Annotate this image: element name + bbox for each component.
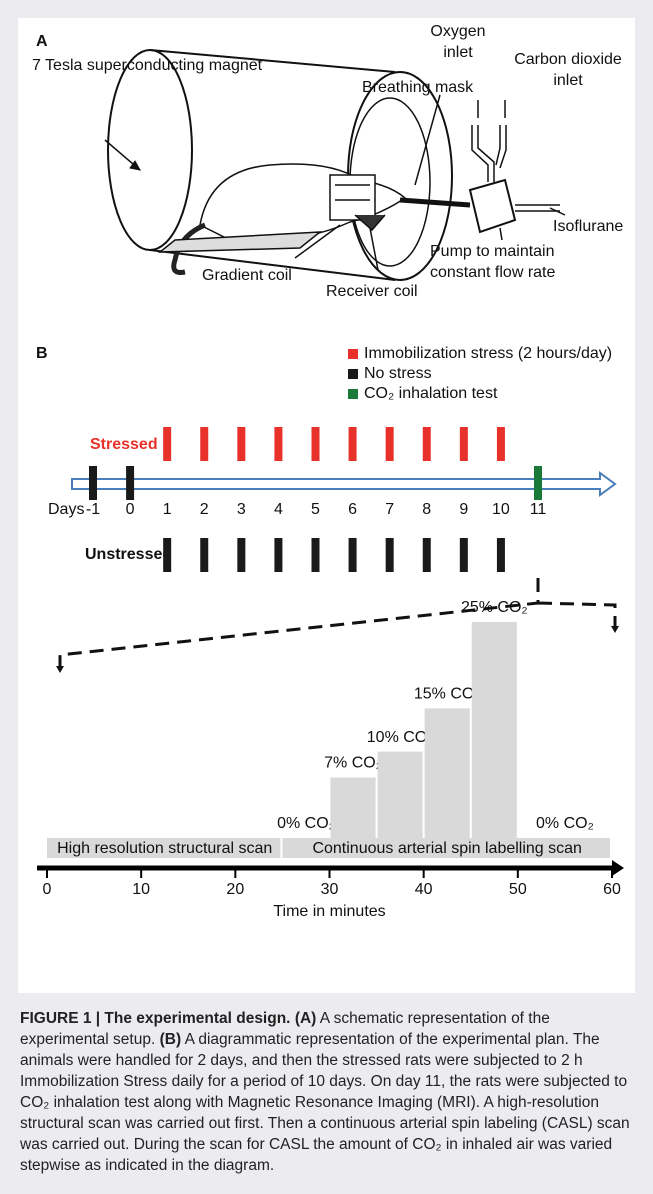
rat-drawing <box>157 163 407 275</box>
day-label: -1 <box>86 501 100 518</box>
legend-label: CO₂ inhalation test <box>364 385 498 402</box>
co2-label: 10% CO₂ <box>367 729 434 746</box>
annotation: Isoflurane <box>553 218 623 235</box>
no-stress-marker <box>274 538 283 572</box>
caption: FIGURE 1 | The experimental design. (A) … <box>20 1008 633 1176</box>
zoom-lines <box>58 578 617 670</box>
day-marker <box>89 466 97 500</box>
annotation: Oxygen <box>430 23 485 40</box>
stress-marker <box>163 427 172 461</box>
x-tick-label: 20 <box>226 881 244 898</box>
scan-label: High resolution structural scan <box>57 840 272 857</box>
legend-label: Immobilization stress (2 hours/day) <box>364 345 612 362</box>
scan-bar <box>47 838 281 858</box>
day-label: 0 <box>126 501 135 518</box>
annotation: 7 Tesla superconducting magnet <box>32 57 263 74</box>
no-stress-marker <box>385 538 394 572</box>
figure: A 7 Tesla superconducting magnet Breathi… <box>32 23 624 920</box>
stress-marker <box>237 427 246 461</box>
day-marker <box>534 466 542 500</box>
co2-step <box>424 708 470 838</box>
annotation: Pump to maintain <box>430 243 555 260</box>
stress-marker <box>200 427 209 461</box>
x-tick-label: 30 <box>321 881 339 898</box>
panel-label: B <box>36 345 48 362</box>
caption-ref: (B) <box>159 1031 182 1048</box>
panel-label: A <box>36 33 48 50</box>
stress-marker <box>459 427 468 461</box>
no-stress-marker <box>422 538 431 572</box>
x-tick-label: 50 <box>509 881 527 898</box>
day-label: 11 <box>530 501 547 518</box>
no-stress-marker <box>311 538 320 572</box>
day-label: 6 <box>348 501 357 518</box>
x-axis-label: Time in minutes <box>273 903 385 920</box>
day-label: 4 <box>274 501 283 518</box>
group-label: Unstressed <box>85 546 172 563</box>
no-stress-marker <box>459 538 468 572</box>
day-label: 5 <box>311 501 320 518</box>
day-label: 1 <box>163 501 172 518</box>
stress-marker <box>274 427 283 461</box>
day-label: 3 <box>237 501 246 518</box>
x-tick-label: 40 <box>415 881 433 898</box>
timeline-arrow <box>71 471 617 497</box>
co2-step <box>471 622 517 838</box>
group-label: Stressed <box>90 436 158 453</box>
annotation: Receiver coil <box>326 283 418 300</box>
co2-label: 25% CO₂ <box>461 599 528 616</box>
gas-tubing <box>104 94 566 271</box>
annotation: constant flow rate <box>430 264 556 281</box>
stress-marker <box>496 427 505 461</box>
annotation: inlet <box>443 44 473 61</box>
day-label: 2 <box>200 501 209 518</box>
caption-ref: (A) <box>294 1010 317 1027</box>
x-axis-arrow <box>612 860 624 876</box>
co2-label: 0% CO₂ <box>536 815 594 832</box>
no-stress-marker <box>348 538 357 572</box>
day-label: 8 <box>422 501 431 518</box>
scan-bar <box>282 838 610 858</box>
legend-swatch <box>348 369 358 379</box>
x-tick-label: 0 <box>43 881 52 898</box>
co2-label: 7% CO₂ <box>324 755 382 772</box>
annotation: Gradient coil <box>202 267 292 284</box>
annotation: inlet <box>553 72 583 89</box>
magnet-drawing <box>107 49 453 281</box>
x-tick-label: 60 <box>603 881 621 898</box>
no-stress-marker <box>237 538 246 572</box>
legend-swatch <box>348 389 358 399</box>
scan-label: Continuous arterial spin labelling scan <box>312 840 582 857</box>
axis-label: Days <box>48 501 84 518</box>
no-stress-marker <box>496 538 505 572</box>
caption-text: A diagrammatic representation of the exp… <box>20 1031 630 1174</box>
day-label: 9 <box>459 501 468 518</box>
no-stress-marker <box>200 538 209 572</box>
caption-text: A schematic representation of the experi… <box>20 1010 550 1048</box>
no-stress-marker <box>163 538 172 572</box>
legend-label: No stress <box>364 365 432 382</box>
day-label: 10 <box>492 501 510 518</box>
x-tick-label: 10 <box>132 881 150 898</box>
day-label: 7 <box>385 501 394 518</box>
co2-label: 15% CO₂ <box>414 686 481 703</box>
co2-step <box>330 777 376 838</box>
day-marker <box>126 466 135 500</box>
co2-step <box>377 751 423 838</box>
annotation: Carbon dioxide <box>514 51 622 68</box>
co2-label: 0% CO₂ <box>277 815 335 832</box>
stress-marker <box>348 427 357 461</box>
stress-marker <box>422 427 431 461</box>
annotation: Breathing mask <box>362 79 474 96</box>
legend-swatch <box>348 349 358 359</box>
caption-title: FIGURE 1 | The experimental design. <box>20 1010 291 1027</box>
stress-marker <box>311 427 320 461</box>
stress-marker <box>385 427 394 461</box>
figure-panel: A 7 Tesla superconducting magnet Breathi… <box>18 18 635 993</box>
zoom-arrows <box>56 626 619 673</box>
